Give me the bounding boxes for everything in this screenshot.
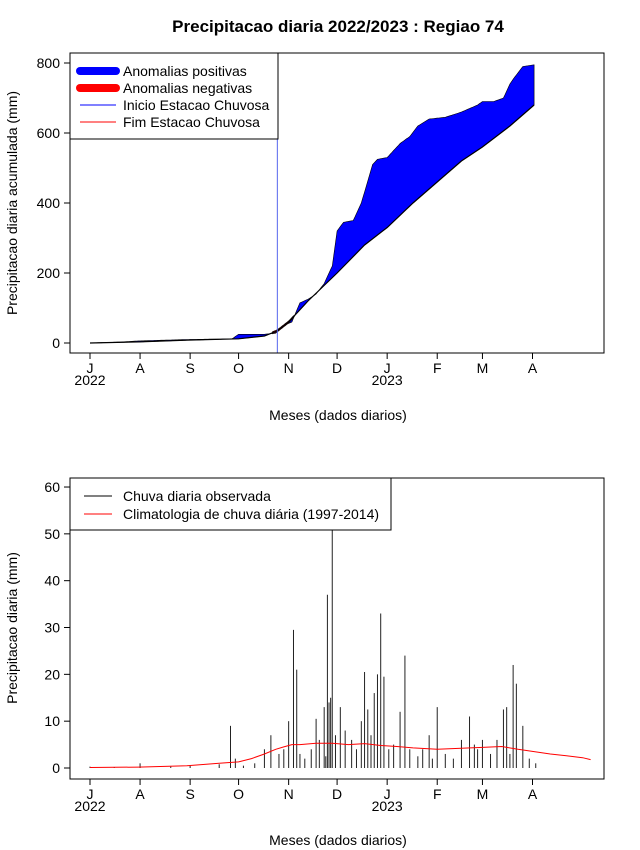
x-tick-label: J <box>384 360 391 376</box>
y-tick-label: 800 <box>37 55 61 71</box>
y-tick-label: 50 <box>44 526 60 542</box>
legend-negative-anomaly-label: Anomalias negativas <box>123 80 252 96</box>
y-tick-label: 600 <box>37 125 61 141</box>
legend-positive-anomaly-label: Anomalias positivas <box>123 63 247 79</box>
y-tick-label: 400 <box>37 195 61 211</box>
daily-marks <box>89 524 591 768</box>
x-tick-label: S <box>185 786 194 802</box>
year-label: 2023 <box>372 372 403 388</box>
x-tick-label: J <box>87 360 94 376</box>
daily-legend: Chuva diaria observada Climatologia de c… <box>69 477 392 531</box>
daily-chart: 0 10 20 30 40 50 60 J A S O N D J F M A 2022 2023 Meses (d… <box>4 477 605 848</box>
x-tick-label: D <box>332 360 342 376</box>
x-tick-label: N <box>284 786 294 802</box>
y-tick-label: 10 <box>44 713 60 729</box>
x-tick-label: F <box>433 786 442 802</box>
year-label: 2023 <box>372 798 403 814</box>
x-tick-label: M <box>477 786 489 802</box>
daily-x-axis-label: Meses (dados diarios) <box>269 832 407 848</box>
climatology-accumulated-line <box>89 104 535 344</box>
accumulated-axes: 0 200 400 600 800 J A S O N D J F M A 2022 2023 <box>37 55 538 388</box>
legend-season-end-label: Fim Estacao Chuvosa <box>123 114 260 130</box>
y-tick-label: 0 <box>52 760 60 776</box>
daily-y-axis-label: Precipitacao diaria (mm) <box>4 552 20 704</box>
accumulated-y-axis-label: Precipitacao diaria acumulada (mm) <box>4 91 20 315</box>
x-tick-label: A <box>135 360 145 376</box>
x-tick-label: A <box>135 786 145 802</box>
y-tick-label: 20 <box>44 666 60 682</box>
x-tick-label: D <box>332 786 342 802</box>
accumulated-chart: 0 200 400 600 800 J A S O N D J F M A 2022 2023 Meses (d… <box>4 52 605 423</box>
chart-title: Precipitacao diaria 2022/2023 : Regiao 7… <box>172 17 504 36</box>
daily-legend-box <box>69 477 392 531</box>
y-tick-label: 0 <box>52 335 60 351</box>
daily-axes: 0 10 20 30 40 50 60 J A S O N D J F M A 2022 2023 <box>44 479 537 814</box>
x-tick-label: O <box>233 786 244 802</box>
legend-season-start-label: Inicio Estacao Chuvosa <box>123 97 270 113</box>
legend-climatology-label: Climatologia de chuva diária (1997-2014) <box>123 506 379 522</box>
x-tick-label: F <box>433 360 442 376</box>
x-tick-label: J <box>87 786 94 802</box>
x-tick-label: N <box>284 360 294 376</box>
accumulated-legend: Anomalias positivas Anomalias negativas … <box>69 52 279 140</box>
legend-observed-label: Chuva diaria observada <box>123 488 271 504</box>
y-tick-label: 30 <box>44 620 60 636</box>
accumulated-x-axis-label: Meses (dados diarios) <box>269 407 407 423</box>
x-tick-label: O <box>233 360 244 376</box>
x-tick-label: M <box>477 360 489 376</box>
y-tick-label: 40 <box>44 573 60 589</box>
year-label: 2022 <box>74 798 105 814</box>
x-tick-label: S <box>185 360 194 376</box>
x-tick-label: J <box>384 786 391 802</box>
x-tick-label: A <box>528 786 538 802</box>
y-tick-label: 200 <box>37 265 61 281</box>
year-label: 2022 <box>74 372 105 388</box>
climatology-daily-line <box>89 742 591 768</box>
accumulated-legend-box <box>69 52 279 140</box>
x-tick-label: A <box>528 360 538 376</box>
y-tick-label: 60 <box>44 479 60 495</box>
